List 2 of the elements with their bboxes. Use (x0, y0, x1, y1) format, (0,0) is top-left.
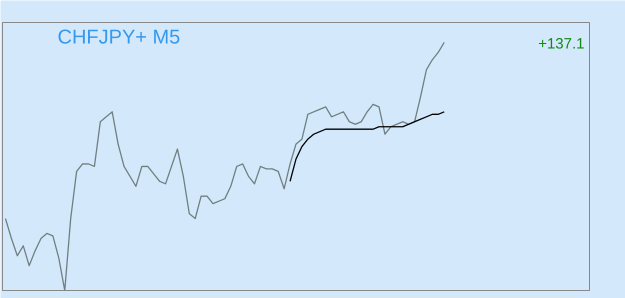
chart-title: CHFJPY+ M5 (58, 26, 180, 48)
annotation: +137.1 (538, 36, 584, 52)
